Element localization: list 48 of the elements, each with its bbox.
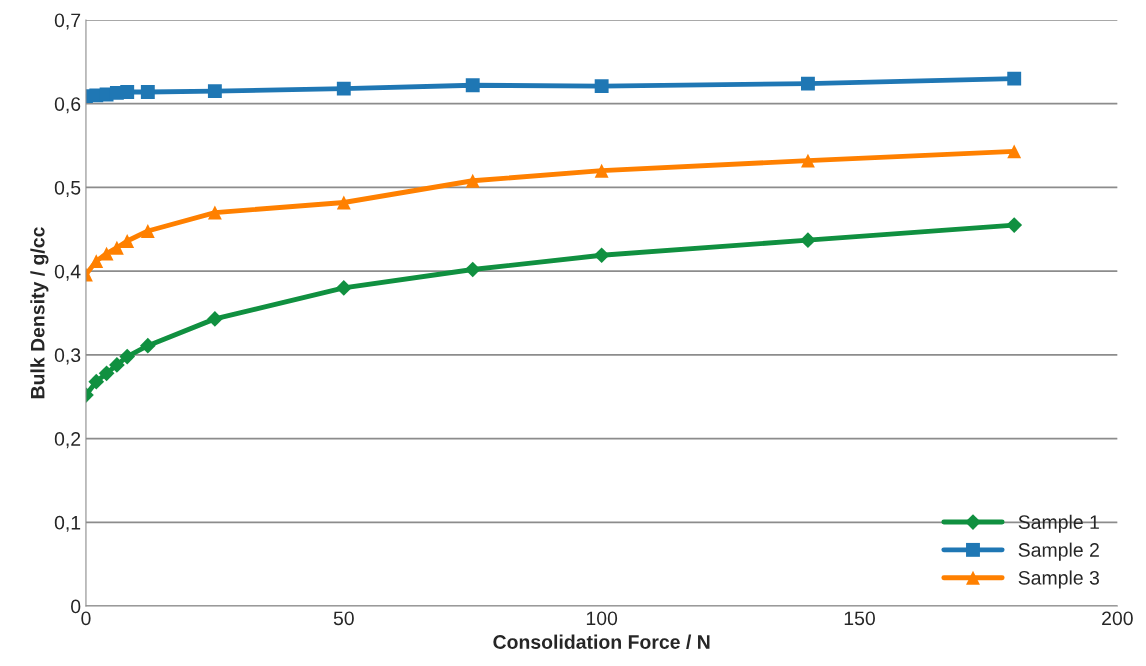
x-tick-label: 200 [1102,611,1133,626]
point [99,246,114,261]
point [1007,144,1022,159]
y-tick-label: 0,1 [54,515,81,532]
y-tick-label: 0 [71,599,81,614]
legend-label: Sample 1 [1018,514,1099,533]
point [465,173,480,188]
point [119,348,136,365]
point [1007,71,1022,86]
x-tick-label: 150 [844,611,875,626]
x-tick-label: 0 [81,611,91,626]
point [336,195,351,210]
point [594,79,609,94]
point [120,85,135,99]
point [593,247,610,264]
point [800,76,815,91]
y-axis-title: Bulk Density / g/cc [30,227,49,399]
legend-label: Sample 2 [1018,542,1099,561]
point [800,153,815,168]
point [139,337,156,354]
point [465,78,480,93]
point [89,254,104,269]
point [140,224,155,238]
point [109,357,125,373]
point [594,163,609,178]
point [335,280,352,296]
point [207,84,222,99]
point [120,234,135,248]
y-tick-label: 0,2 [54,432,81,449]
point [98,365,115,382]
y-tick-label: 0,7 [54,13,81,30]
point [464,261,481,278]
point [336,81,351,96]
point [109,240,124,255]
point [140,85,155,99]
point [207,205,222,220]
y-tick-label: 0,5 [54,180,81,197]
legend-label: Sample 3 [1018,570,1099,589]
point [207,311,223,327]
point [1006,217,1023,233]
point [88,373,105,390]
x-tick-label: 50 [333,611,354,626]
y-tick-label: 0,4 [54,264,81,281]
y-tick-label: 0,6 [54,97,81,114]
x-tick-label: 100 [586,611,618,626]
y-tick-label: 0,3 [54,348,81,365]
x-axis-title: Consolidation Force / N [493,634,710,650]
point [800,232,816,249]
